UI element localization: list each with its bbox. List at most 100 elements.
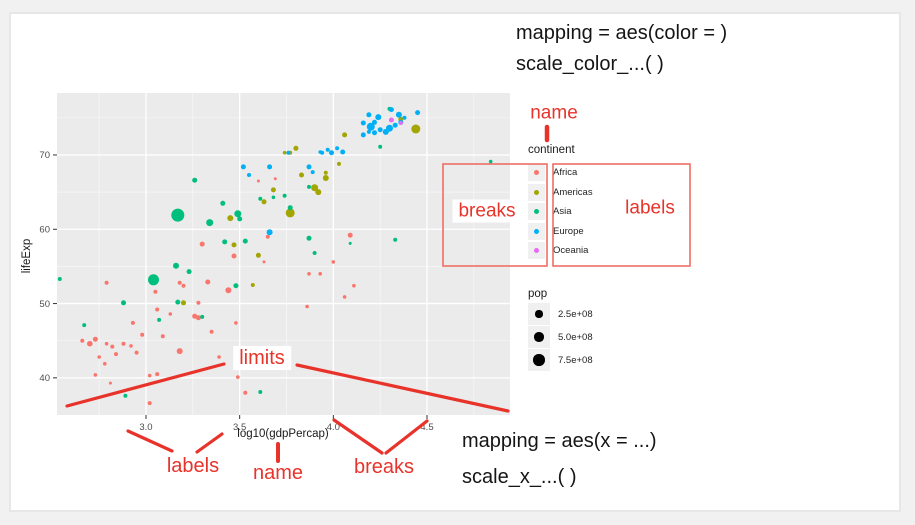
data-point-europe xyxy=(392,122,398,128)
data-point-americas xyxy=(342,132,348,138)
data-point-asia xyxy=(233,283,239,289)
legend-title-pop: pop xyxy=(528,288,548,300)
data-point-africa xyxy=(87,340,93,347)
data-point-europe xyxy=(402,115,407,120)
data-point-africa xyxy=(160,334,165,339)
legend-label: Americas xyxy=(553,186,593,198)
data-point-africa xyxy=(236,375,240,379)
data-point-americas xyxy=(299,172,304,178)
data-point-asia xyxy=(171,208,185,222)
annotation-limits: limits xyxy=(233,346,291,370)
data-point-asia xyxy=(82,323,87,328)
data-point-europe xyxy=(388,107,394,113)
data-point-asia xyxy=(175,299,181,305)
legend-title-continent: continent xyxy=(528,144,575,156)
data-point-africa xyxy=(134,350,139,355)
legend-key-africa xyxy=(528,164,545,181)
x-tick-label: 3.0 xyxy=(139,422,152,433)
data-point-africa xyxy=(177,280,182,285)
data-point-africa xyxy=(318,272,323,276)
code-line-scale-x: scale_x_...( ) xyxy=(462,466,577,488)
data-point-asia xyxy=(348,241,352,245)
data-point-asia xyxy=(271,195,276,200)
legend-item-africa: Africa xyxy=(528,164,593,181)
data-point-africa xyxy=(209,329,214,334)
data-point-asia xyxy=(157,317,162,322)
annotation-name-legend: name xyxy=(530,102,578,124)
data-point-europe xyxy=(366,112,372,118)
x-tick-label: 3.5 xyxy=(233,422,246,433)
legend-label: 2.5e+08 xyxy=(558,308,593,320)
data-point-americas xyxy=(261,199,267,205)
data-point-asia xyxy=(123,393,128,398)
data-point-asia xyxy=(282,193,287,198)
data-point-africa xyxy=(347,232,353,238)
data-point-africa xyxy=(93,373,98,377)
data-point-asia xyxy=(234,210,242,218)
data-point-africa xyxy=(80,338,85,343)
data-point-asia xyxy=(378,144,383,149)
data-point-africa xyxy=(225,287,232,294)
legend-item-americas: Americas xyxy=(528,183,593,201)
data-point-asia xyxy=(200,314,205,319)
data-point-europe xyxy=(286,150,291,155)
legend-key-pop xyxy=(528,303,550,325)
data-point-africa xyxy=(92,336,98,342)
data-point-asia xyxy=(148,274,159,286)
data-point-europe xyxy=(267,164,273,170)
data-point-europe xyxy=(415,110,421,116)
data-point-europe xyxy=(382,128,389,135)
data-point-europe xyxy=(360,120,366,126)
data-point-americas xyxy=(311,184,319,192)
data-point-africa xyxy=(153,289,158,294)
legend-key-pop xyxy=(528,349,550,371)
y-tick-label: 60 xyxy=(39,224,50,235)
data-point-africa xyxy=(147,401,152,406)
legend-label: Oceania xyxy=(553,245,589,256)
legend-item-oceania: Oceania xyxy=(528,242,593,259)
data-point-africa xyxy=(147,373,152,378)
data-point-africa xyxy=(262,260,266,264)
data-point-africa xyxy=(130,320,135,325)
data-point-asia xyxy=(242,238,248,244)
data-point-asia xyxy=(57,277,62,281)
data-point-africa xyxy=(256,179,260,183)
data-point-americas xyxy=(337,161,341,166)
data-point-africa xyxy=(114,352,118,357)
annotation-breaks-axis: breaks xyxy=(353,456,415,478)
data-point-africa xyxy=(205,279,211,285)
data-point-africa xyxy=(199,241,205,247)
data-point-africa xyxy=(243,390,248,395)
annotation-labels-legend: labels xyxy=(625,197,675,219)
data-point-europe xyxy=(266,229,273,236)
legend-item-europe: Europe xyxy=(528,222,593,240)
data-point-africa xyxy=(234,321,238,325)
data-point-americas xyxy=(270,187,276,193)
data-point-europe xyxy=(377,127,383,133)
legend-dot-icon xyxy=(534,209,539,214)
data-point-americas xyxy=(227,215,234,222)
legend-label: Asia xyxy=(553,206,572,217)
data-point-africa xyxy=(168,312,173,316)
legend-size-dot-icon xyxy=(533,354,545,366)
data-point-africa xyxy=(155,372,160,377)
code-line-scale-color: scale_color_...( ) xyxy=(516,53,664,75)
data-point-europe xyxy=(372,130,377,136)
legend-size-dot-icon xyxy=(534,332,544,342)
legend-key-asia xyxy=(528,203,545,220)
legend-label: 7.5e+08 xyxy=(558,354,593,366)
data-point-europe xyxy=(375,114,382,121)
legend-label: 5.0e+08 xyxy=(558,331,593,343)
data-point-africa xyxy=(176,348,183,355)
data-point-asia xyxy=(258,390,263,394)
data-point-africa xyxy=(104,280,109,285)
legend-dot-icon xyxy=(534,189,539,195)
data-point-africa xyxy=(110,344,115,349)
data-point-europe xyxy=(329,150,334,156)
legend-label: Africa xyxy=(553,167,578,178)
data-point-europe xyxy=(310,170,315,175)
data-point-americas xyxy=(315,189,322,196)
data-point-africa xyxy=(97,355,101,359)
legend-key-oceania xyxy=(528,242,545,259)
data-point-africa xyxy=(217,355,221,359)
